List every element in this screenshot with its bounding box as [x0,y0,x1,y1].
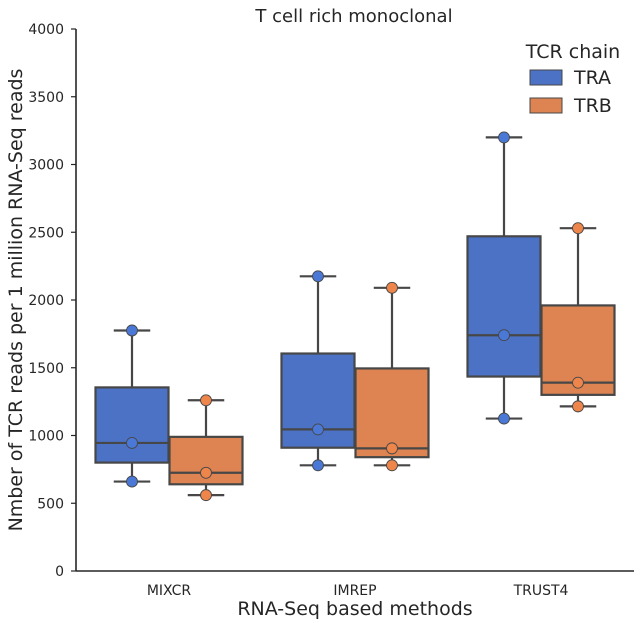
y-tick-label: 1000 [28,429,64,445]
data-point-trb [386,442,398,455]
legend-title: TCR chain [525,41,620,63]
data-point-trb [572,222,584,235]
data-point-trb [386,281,398,294]
y-tick-label: 0 [55,564,64,580]
plot-area [94,131,616,502]
box-tra-mixcr [94,329,170,483]
box-trb-mixcr [168,399,244,497]
y-tick-label: 1500 [28,361,64,377]
box-tra-trust4 [466,136,542,420]
y-tick-label: 500 [37,496,64,512]
data-point-tra [126,475,138,488]
data-point-tra [126,437,138,449]
data-point-tra [312,459,324,472]
data-point-trb [200,466,212,479]
box-tra-imrep [280,275,356,467]
y-tick-label: 3500 [28,90,64,106]
y-axis-label: Nmber of TCR reads per 1 million RNA-Seq… [5,69,27,532]
legend-swatch-tra [529,69,563,86]
data-point-tra [498,131,510,144]
data-point-tra [126,324,138,337]
data-point-trb [386,459,398,472]
legend: TCR chain TRA TRB [525,41,620,117]
data-point-trb [200,394,212,407]
data-point-tra [312,270,324,283]
y-tick-label: 4000 [28,22,64,38]
box-trb-imrep [354,286,430,467]
legend-label-trb: TRB [573,95,612,117]
chart-title: T cell rich monoclonal [254,6,452,27]
y-tick-label: 2000 [28,293,64,309]
data-point-trb [572,376,584,389]
box-iqr [94,386,170,464]
data-point-trb [200,489,212,502]
x-axis-label: RNA-Seq based methods [237,598,472,620]
legend-swatch-trb [529,97,563,114]
box-iqr [466,235,542,378]
y-tick-label: 3000 [28,158,64,174]
data-point-tra [312,423,324,436]
data-point-trb [572,400,584,413]
data-point-tra [498,412,510,425]
x-tick-label: TRUST4 [513,583,569,599]
x-tick-label: MIXCR [147,583,192,599]
data-point-tra [498,329,510,342]
box-iqr [354,367,430,459]
legend-label-tra: TRA [573,67,611,89]
y-tick-label: 2500 [28,225,64,241]
x-axis-ticks: MIXCR IMREP TRUST4 [147,583,569,599]
y-axis-ticks: 0 500 1000 1500 2000 2500 3000 3500 4000 [28,22,76,580]
x-tick-label: IMREP [333,583,376,599]
